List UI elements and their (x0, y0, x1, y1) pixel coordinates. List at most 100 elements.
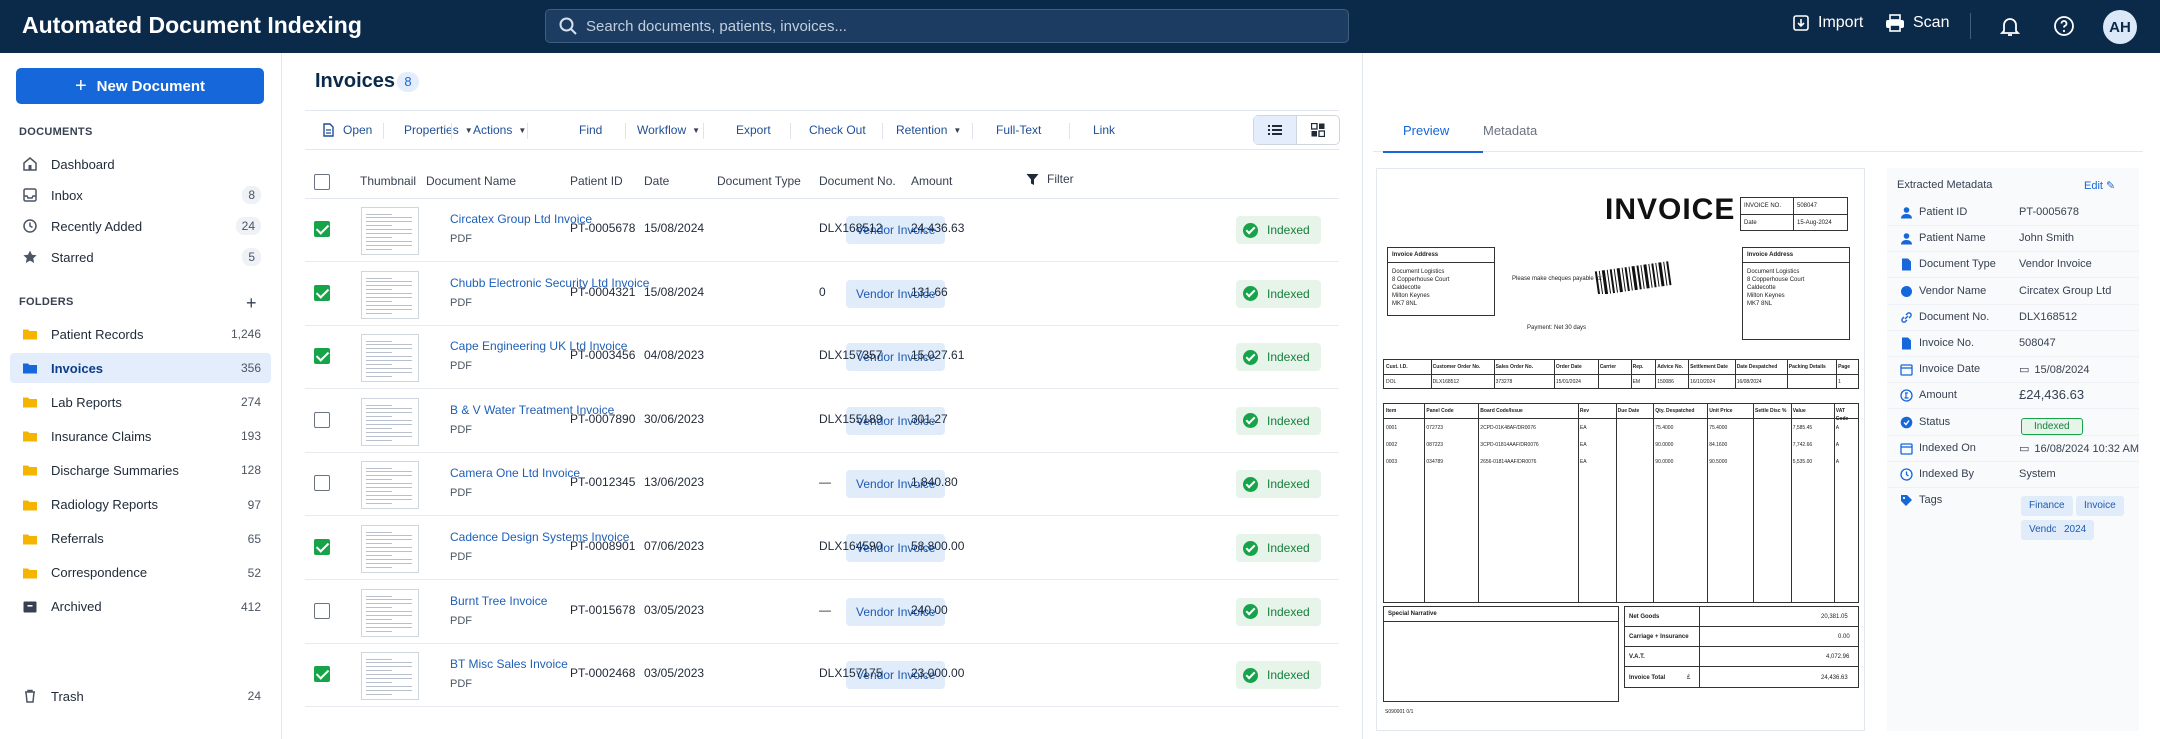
barcode-icon (1594, 261, 1672, 294)
column-thumbnail: Thumbnail (360, 174, 417, 188)
date-cell: 13/06/2023 (644, 475, 705, 490)
export-button[interactable]: Export (736, 123, 771, 137)
row-checkbox[interactable] (314, 666, 330, 683)
document-thumbnail[interactable] (361, 397, 419, 446)
sidebar-item-starred[interactable]: Starred 5 (10, 242, 271, 272)
sidebar-item-folder[interactable]: Lab Reports 274 (10, 387, 271, 417)
scan-button[interactable]: Scan (1885, 14, 1949, 32)
column-document-no[interactable]: Document No. (819, 174, 896, 188)
full-text-button[interactable]: Full-Text (996, 123, 1041, 137)
table-row[interactable]: B & V Water Treatment Invoice PDF PT-00078… (305, 390, 1339, 453)
list-view-button[interactable] (1254, 116, 1297, 144)
column-date[interactable]: Date (644, 174, 670, 188)
open-button[interactable]: Open (322, 123, 372, 137)
check-out-button[interactable]: Check Out (809, 123, 866, 137)
filter-button[interactable]: Filter (1026, 172, 1074, 186)
invoice-item-cell: A (1835, 459, 1840, 465)
address-line: Milton Keynes (1392, 293, 1430, 299)
document-name-link[interactable]: Cadence Design Systems Invoice (450, 530, 630, 544)
app-title: Automated Document Indexing (22, 12, 362, 38)
metadata-row: Status Indexed (1887, 410, 2139, 436)
invoice-item-col: Due Date (1617, 408, 1640, 414)
row-checkbox[interactable] (314, 284, 330, 301)
document-name-link[interactable]: Cape Engineering UK Ltd Invoice (450, 339, 628, 354)
sidebar-item-recently-added[interactable]: Recently Added 24 (10, 211, 271, 241)
tab-preview[interactable]: Preview (1403, 123, 1450, 138)
search-box[interactable] (545, 9, 1349, 43)
user-avatar[interactable]: AH (2103, 10, 2137, 44)
column-patient-id[interactable]: Patient ID (570, 174, 623, 188)
metadata-tag[interactable]: 2024 (2056, 520, 2095, 540)
invoice-header-col: Sales Order No. (1495, 364, 1534, 370)
sidebar-item-folder[interactable]: Archived 412 (10, 592, 271, 622)
sidebar-item-folder[interactable]: Patient Records 1,246 (10, 319, 271, 349)
document-type-badge: Vendor Invoice (846, 597, 946, 626)
document-name-link[interactable]: Camera One Ltd Invoice (450, 466, 581, 481)
document-thumbnail[interactable] (361, 270, 419, 319)
help-icon[interactable] (2052, 14, 2076, 38)
sidebar-item-folder[interactable]: Invoices 356 (10, 353, 271, 384)
row-checkbox[interactable] (314, 348, 330, 365)
sidebar-item-folder[interactable]: Referrals 65 (10, 524, 271, 554)
column-document-type[interactable]: Document Type (717, 174, 801, 188)
retention-button[interactable]: Retention ▼ (896, 123, 961, 137)
search-input[interactable] (586, 17, 1306, 35)
metadata-tag[interactable]: Finance (2021, 496, 2073, 516)
sidebar-item-dashboard[interactable]: Dashboard (10, 149, 271, 179)
select-all-checkbox[interactable] (314, 174, 330, 190)
new-document-button[interactable]: + New Document (16, 68, 264, 104)
document-name-link[interactable]: BT Misc Sales Invoice (450, 657, 568, 672)
table-row[interactable]: Burnt Tree Invoice PDF PT-0015678 03/05/202… (305, 581, 1339, 644)
actions-button[interactable]: Actions ▼ (473, 123, 526, 137)
sidebar-item-folder[interactable]: Correspondence 52 (10, 558, 271, 588)
grid-view-button[interactable] (1297, 116, 1339, 144)
patient-id-cell: PT-0002468 (570, 666, 636, 681)
bell-icon[interactable] (1998, 14, 2022, 38)
user-icon (1901, 207, 1912, 219)
document-name-link[interactable]: Circatex Group Ltd Invoice (450, 212, 593, 226)
table-row[interactable]: Chubb Electronic Security Ltd Invoice PDF… (305, 263, 1339, 326)
document-name-link[interactable]: Chubb Electronic Security Ltd Invoice (450, 275, 650, 290)
document-icon (323, 123, 334, 137)
sidebar-item-folder[interactable]: Discharge Summaries 128 (10, 455, 271, 485)
document-name-link[interactable]: Burnt Tree Invoice (450, 593, 548, 608)
sidebar-item-folder[interactable]: Insurance Claims 193 (10, 421, 271, 451)
table-row[interactable]: Cadence Design Systems Invoice PDF PT-0008… (305, 517, 1339, 580)
row-checkbox[interactable] (314, 221, 330, 237)
column-document-name[interactable]: Document Name (426, 174, 517, 188)
document-thumbnail[interactable] (361, 652, 419, 701)
edit-metadata-button[interactable]: Edit ✎ (2084, 179, 2115, 192)
document-type-badge: Vendor Invoice (846, 216, 946, 244)
invoice-item-cell: 3CPD-01814AAF/DR0076 (1480, 442, 1539, 448)
sidebar-item-inbox[interactable]: Inbox 8 (10, 180, 271, 210)
metadata-key: Patient Name (1919, 232, 1986, 245)
sidebar-item-trash[interactable]: Trash 24 (10, 681, 271, 711)
properties-button[interactable]: Properties ▼ (404, 123, 473, 137)
link-button[interactable]: Link (1093, 123, 1115, 137)
sidebar-item-folder[interactable]: Radiology Reports 97 (10, 490, 271, 520)
patient-id-cell: PT-0003456 (570, 348, 636, 363)
document-file-type: PDF (450, 487, 472, 500)
row-checkbox[interactable] (314, 411, 330, 428)
row-checkbox[interactable] (314, 475, 330, 492)
document-name-link[interactable]: B & V Water Treatment Invoice (450, 402, 615, 417)
metadata-tag[interactable]: Invoice (2076, 496, 2124, 516)
table-row[interactable]: Cape Engineering UK Ltd Invoice PDF PT-000… (305, 326, 1339, 390)
row-checkbox[interactable] (314, 539, 330, 555)
document-thumbnail[interactable] (361, 207, 419, 255)
document-thumbnail[interactable] (361, 334, 419, 383)
table-row[interactable]: Camera One Ltd Invoice PDF PT-0012345 13/06… (305, 453, 1339, 517)
document-thumbnail[interactable] (361, 588, 419, 637)
column-amount[interactable]: Amount (911, 174, 953, 188)
add-folder-button[interactable]: + (246, 293, 257, 313)
table-row[interactable]: Circatex Group Ltd Invoice PDF PT-0005678 1… (305, 199, 1339, 262)
row-checkbox[interactable] (314, 602, 330, 619)
document-thumbnail[interactable] (361, 525, 419, 573)
table-row[interactable]: BT Misc Sales Invoice PDF PT-0002468 03/05/… (305, 644, 1339, 708)
import-button[interactable]: Import (1792, 14, 1863, 32)
workflow-button[interactable]: Workflow ▼ (637, 123, 700, 137)
invoice-item-cell: 072723 (1426, 425, 1444, 431)
find-button[interactable]: Find (579, 123, 602, 137)
document-thumbnail[interactable] (361, 461, 419, 510)
tab-metadata[interactable]: Metadata (1483, 123, 1538, 138)
